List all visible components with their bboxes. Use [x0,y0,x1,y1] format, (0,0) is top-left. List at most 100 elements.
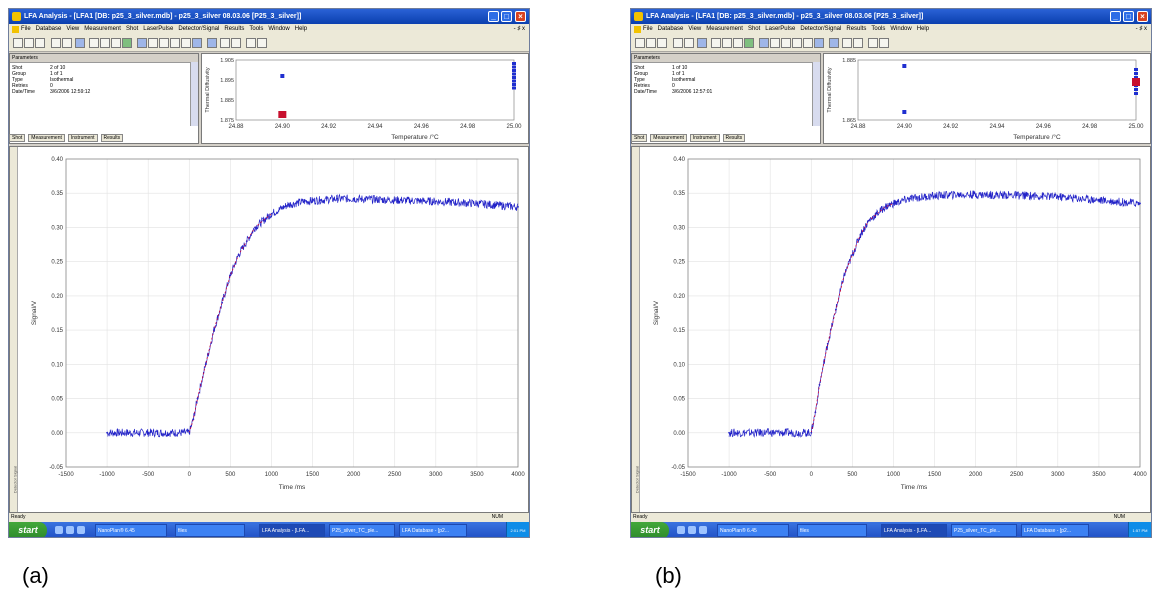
menu-shot[interactable]: Shot [125,26,139,32]
first-shot-icon[interactable] [759,38,769,48]
quicklaunch-icon[interactable] [77,526,85,534]
prev-shot-icon[interactable] [148,38,158,48]
quicklaunch-icon[interactable] [677,526,685,534]
taskbar-item[interactable]: NanoPlan® 6.45 [717,524,789,537]
table-icon[interactable] [51,38,61,48]
prev-icon[interactable] [159,38,169,48]
taskbar-item[interactable]: P25_silver_TC_ple... [329,524,395,537]
curve-icon[interactable] [733,38,743,48]
taskbar-item[interactable]: P25_silver_TC_ple... [951,524,1017,537]
plot2-icon[interactable] [853,38,863,48]
chart-icon[interactable] [75,38,85,48]
layout-icon[interactable] [246,38,256,48]
menu-tools[interactable]: Tools [871,26,886,32]
taskbar-item[interactable]: LFA Analysis - [LFA... [259,524,325,537]
mdi-window-controls[interactable]: - ♯ x [1135,26,1147,32]
quicklaunch-icon[interactable] [688,526,696,534]
parameters-scrollbar[interactable] [190,62,198,126]
menu-tools[interactable]: Tools [249,26,264,32]
layout-icon[interactable] [868,38,878,48]
taskbar-item[interactable]: LFA Analysis - [LFA... [881,524,947,537]
menu-laserpulse[interactable]: LaserPulse [143,26,174,32]
cursor-icon[interactable] [89,38,99,48]
last-shot-icon[interactable] [814,38,824,48]
taskbar-item[interactable]: LFA Database - [p2... [1021,524,1089,537]
pen-icon[interactable] [722,38,732,48]
layout2-icon[interactable] [257,38,267,48]
menu-shot[interactable]: Shot [747,26,761,32]
close-button[interactable]: × [515,11,526,22]
plot-icon[interactable] [220,38,230,48]
menu-laserpulse[interactable]: LaserPulse [765,26,796,32]
menu-view[interactable]: View [688,26,702,32]
taskbar-item[interactable]: NanoPlan® 6.45 [95,524,167,537]
menu-results[interactable]: Results [846,26,867,32]
tab-instrument[interactable]: Instrument [689,134,720,142]
zoom-icon[interactable] [829,38,839,48]
curve-icon[interactable] [111,38,121,48]
start-button[interactable]: start [631,522,669,537]
layout2-icon[interactable] [879,38,889,48]
next-shot-icon[interactable] [803,38,813,48]
close-button[interactable]: × [1137,11,1148,22]
tab-results[interactable]: Results [100,134,124,142]
cursor-icon[interactable] [711,38,721,48]
tab-measurement[interactable]: Measurement [650,134,687,142]
next-icon[interactable] [170,38,180,48]
minimize-button[interactable]: _ [488,11,499,22]
fit-icon[interactable] [122,38,132,48]
menu-window[interactable]: Window [268,26,290,32]
plot2-icon[interactable] [231,38,241,48]
tab-results[interactable]: Results [722,134,746,142]
taskbar-item[interactable]: files [175,524,245,537]
next-shot-icon[interactable] [181,38,191,48]
save-icon[interactable] [35,38,45,48]
zoom-icon[interactable] [207,38,217,48]
menu-file[interactable]: File [21,26,31,32]
menu-help[interactable]: Help [294,26,308,32]
pen-icon[interactable] [100,38,110,48]
open-icon[interactable] [646,38,656,48]
tab-measurement[interactable]: Measurement [28,134,65,142]
quicklaunch-icon[interactable] [66,526,74,534]
menu-view[interactable]: View [66,26,80,32]
next-icon[interactable] [792,38,802,48]
taskbar-item[interactable]: LFA Database - [p2... [399,524,467,537]
tab-shot[interactable]: Shot [9,134,26,142]
open-icon[interactable] [24,38,34,48]
plot-icon[interactable] [842,38,852,48]
menu-file[interactable]: File [643,26,653,32]
menu-detector-signal[interactable]: Detector/Signal [800,26,842,32]
save-icon[interactable] [657,38,667,48]
start-button[interactable]: start [9,522,47,537]
mdi-window-controls[interactable]: - ♯ x [513,26,525,32]
tray-clock[interactable]: 2:01 PM [506,522,529,537]
menu-measurement[interactable]: Measurement [84,26,121,32]
taskbar-item[interactable]: files [797,524,867,537]
menu-database[interactable]: Database [657,26,684,32]
tab-instrument[interactable]: Instrument [67,134,98,142]
menu-detector-signal[interactable]: Detector/Signal [178,26,220,32]
tab-shot[interactable]: Shot [631,134,648,142]
prev-shot-icon[interactable] [770,38,780,48]
fit-icon[interactable] [744,38,754,48]
prev-icon[interactable] [781,38,791,48]
chart-icon[interactable] [697,38,707,48]
grid-icon[interactable] [684,38,694,48]
minimize-button[interactable]: _ [1110,11,1121,22]
menu-database[interactable]: Database [35,26,62,32]
menu-window[interactable]: Window [890,26,912,32]
tray-clock[interactable]: 1:57 PM [1128,522,1151,537]
new-icon[interactable] [13,38,23,48]
menu-help[interactable]: Help [916,26,930,32]
new-icon[interactable] [635,38,645,48]
menu-results[interactable]: Results [224,26,245,32]
menu-measurement[interactable]: Measurement [706,26,743,32]
maximize-button[interactable]: □ [501,11,512,22]
parameters-scrollbar[interactable] [812,62,820,126]
maximize-button[interactable]: □ [1123,11,1134,22]
table-icon[interactable] [673,38,683,48]
first-shot-icon[interactable] [137,38,147,48]
grid-icon[interactable] [62,38,72,48]
quicklaunch-icon[interactable] [55,526,63,534]
